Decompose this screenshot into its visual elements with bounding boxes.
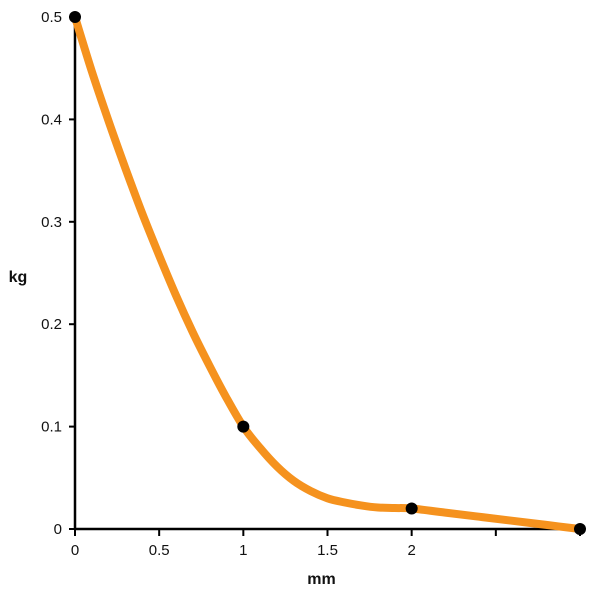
x-tick-label: 0	[71, 542, 79, 559]
y-axis: 0 0.1 0.2 0.3 0.4 0.5	[41, 9, 77, 538]
x-axis-title: mm	[307, 571, 335, 588]
data-point	[405, 502, 418, 515]
data-markers	[69, 11, 586, 535]
x-tick-label: 2	[407, 542, 415, 559]
data-point	[69, 11, 81, 23]
y-tick-label: 0.2	[41, 316, 62, 333]
x-tick-label: 1	[239, 542, 247, 559]
y-tick-label: 0.5	[41, 9, 62, 26]
y-axis-title: kg	[9, 269, 28, 286]
x-tick-label: 1.5	[317, 542, 338, 559]
data-point	[237, 420, 250, 433]
x-axis: 0 0.5 1 1.5 2	[71, 527, 583, 559]
y-tick-label: 0	[54, 521, 62, 538]
data-point	[574, 523, 586, 535]
x-tick-label: 0.5	[149, 542, 170, 559]
y-tick-label: 0.4	[41, 111, 62, 128]
data-curve	[71, 13, 584, 533]
y-tick-label: 0.3	[41, 214, 62, 231]
y-tick-label: 0.1	[41, 419, 62, 436]
